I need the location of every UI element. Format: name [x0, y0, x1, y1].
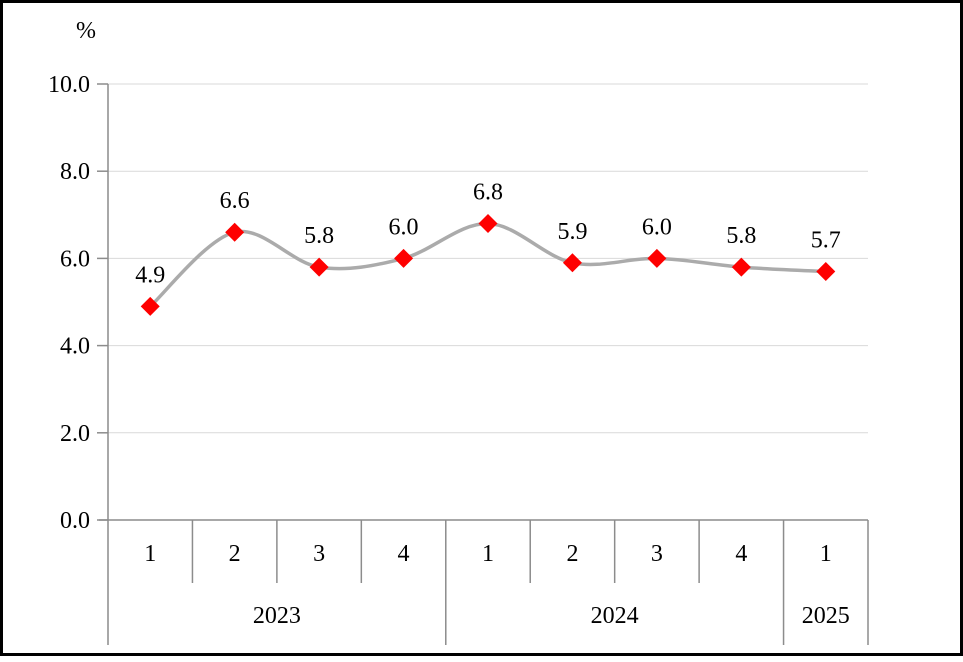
- x-year-label: 2023: [253, 603, 301, 629]
- data-point-label: 5.9: [557, 219, 587, 245]
- y-tick-label: 10.0: [48, 72, 90, 98]
- y-axis-unit-label: %: [76, 18, 96, 44]
- data-point-label: 4.9: [135, 262, 165, 288]
- data-point-label: 5.8: [726, 223, 756, 249]
- x-quarter-label: 2: [566, 541, 578, 567]
- data-point-marker: [140, 296, 160, 316]
- y-tick-label: 4.0: [60, 334, 90, 360]
- x-quarter-label: 3: [651, 541, 663, 567]
- data-point-marker: [816, 261, 836, 281]
- x-year-label: 2024: [591, 603, 639, 629]
- data-point-marker: [562, 253, 582, 273]
- data-point-label: 5.8: [304, 223, 334, 249]
- data-point-marker: [647, 248, 667, 268]
- y-tick-label: 2.0: [60, 421, 90, 447]
- data-point-label: 6.8: [473, 180, 503, 206]
- x-quarter-label: 1: [144, 541, 156, 567]
- data-point-label: 6.0: [389, 214, 419, 240]
- x-year-label: 2025: [802, 603, 850, 629]
- y-tick-label: 6.0: [60, 246, 90, 272]
- x-quarter-label: 4: [398, 541, 410, 567]
- data-point-label: 6.0: [642, 214, 672, 240]
- data-point-label: 5.7: [811, 227, 841, 253]
- x-quarter-label: 2: [229, 541, 241, 567]
- series-line: [148, 221, 828, 309]
- x-quarter-label: 3: [313, 541, 325, 567]
- y-tick-label: 8.0: [60, 159, 90, 185]
- x-quarter-label: 1: [820, 541, 832, 567]
- data-point-label: 6.6: [220, 188, 250, 214]
- y-tick-label: 0.0: [60, 508, 90, 534]
- data-point-marker: [478, 214, 498, 234]
- data-point-marker: [309, 257, 329, 277]
- data-point-marker: [225, 222, 245, 242]
- data-point-marker: [394, 248, 414, 268]
- data-point-marker: [731, 257, 751, 277]
- x-quarter-label: 4: [735, 541, 747, 567]
- x-quarter-label: 1: [482, 541, 494, 567]
